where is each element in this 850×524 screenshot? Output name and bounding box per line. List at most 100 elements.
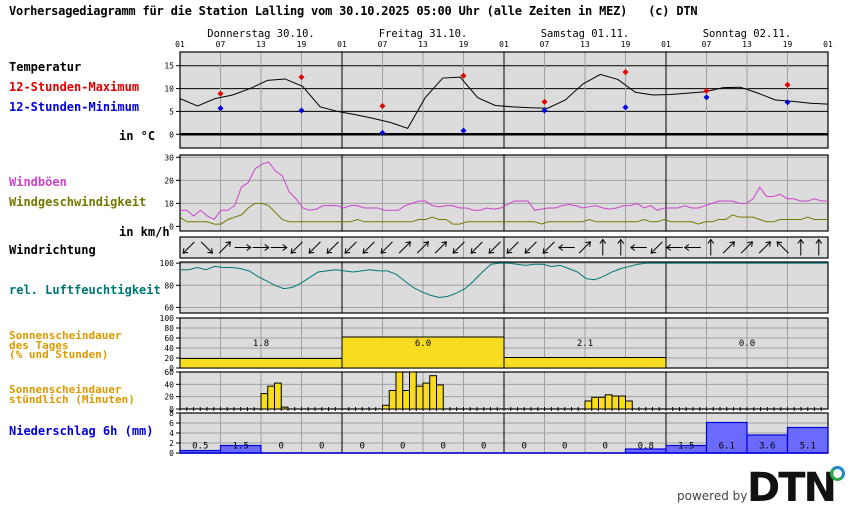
wind-arrow-icon [200, 241, 214, 254]
hour-tick: 13 [580, 40, 590, 49]
sun-daily-bar [503, 357, 667, 369]
dtn-logo: DTN [747, 465, 837, 511]
wind-arrow-icon [252, 244, 270, 251]
y-tick-label: 100 [160, 314, 175, 323]
sun-hourly-bar [591, 396, 599, 410]
label-sun-daily-1: Sonnenscheindauer [9, 329, 122, 342]
precip-value: 3.6 [759, 442, 775, 452]
label-gusts: Windböen [9, 175, 67, 189]
y-tick-label: 20 [164, 393, 174, 402]
y-tick-label: 60 [164, 334, 174, 343]
label-sun-daily-2: des Tages [9, 339, 69, 352]
label-max: 12-Stunden-Maximum [9, 80, 140, 94]
precip-value: 0 [400, 442, 405, 452]
max-marker [379, 102, 386, 109]
y-tick-label: 20 [164, 176, 174, 185]
y-tick-label: 60 [164, 368, 174, 377]
wind-arrow-icon [683, 244, 701, 251]
day-header: Donnerstag 30.10. [207, 28, 314, 40]
wind-arrow-icon [758, 241, 772, 254]
sun-hourly-bar [260, 393, 269, 410]
wind-arrow-icon [290, 241, 303, 254]
powered-by-text: powered by [677, 489, 748, 503]
day-header: Sonntag 02.11. [703, 28, 792, 40]
max-marker [784, 81, 791, 88]
wind-arrow-icon [722, 241, 736, 254]
wind-arrow-icon [617, 238, 625, 256]
y-tick-label: 60 [164, 303, 174, 312]
precip-value: 0 [360, 442, 365, 452]
day-header: Freitag 31.10. [379, 28, 468, 40]
precip-bar [786, 426, 829, 454]
sun-hourly-bar [604, 394, 613, 410]
min-marker [460, 127, 467, 134]
y-tick-label: 0 [169, 364, 174, 373]
wind-arrow-icon [797, 238, 805, 256]
wind-arrow-icon [416, 241, 430, 254]
panel-border [179, 154, 829, 232]
wind-arrow-icon [776, 241, 789, 254]
hour-tick: 07 [702, 40, 712, 49]
y-tick-label: 0 [169, 405, 174, 414]
wind-arrow-icon [506, 241, 519, 254]
dtn-logo-dot-icon [830, 466, 845, 481]
sun-hourly-bar [415, 385, 424, 410]
y-tick-label: 15 [164, 62, 174, 71]
precip-value: 0 [319, 442, 324, 452]
y-tick-label: 0 [169, 222, 174, 231]
precip-value: 0.8 [638, 442, 654, 452]
hour-tick: 07 [540, 40, 550, 49]
page-title: Vorhersagediagramm für die Station Lalli… [9, 4, 698, 18]
hour-tick: 01 [661, 40, 671, 49]
hour-tick: 19 [459, 40, 469, 49]
y-tick-label: 0 [169, 449, 174, 458]
min-marker [541, 107, 548, 114]
wind-arrow-icon [434, 241, 448, 254]
panel-border [179, 261, 829, 314]
precip-value: 1.5 [678, 442, 694, 452]
min-marker [379, 129, 386, 136]
precip-bar [705, 421, 748, 454]
sun-hourly-bar [409, 371, 417, 410]
sun-hourly-bar [267, 385, 275, 410]
wind-arrow-icon [740, 241, 754, 254]
wind-arrow-icon [344, 241, 357, 254]
y-tick-label: 5 [169, 107, 174, 116]
wind-arrow-icon [218, 241, 232, 254]
label-windspeed: Windgeschwindigkeit [9, 195, 147, 209]
label-humidity: rel. Luftfeuchtigkeit [9, 283, 161, 297]
sun-hourly-bar [388, 390, 397, 410]
sun-hourly-bar [625, 400, 633, 410]
y-tick-label: 6 [169, 419, 174, 428]
max-marker [298, 74, 305, 81]
sun-daily-value: 6.0 [415, 339, 431, 349]
precip-value: 6.1 [719, 442, 735, 452]
min-marker [622, 104, 629, 111]
wind-arrow-icon [398, 241, 412, 254]
label-temperature: Temperatur [9, 60, 82, 74]
max-marker [703, 87, 710, 94]
label-min: 12-Stunden-Minimum [9, 100, 140, 114]
hour-tick: 19 [621, 40, 631, 49]
wind-arrow-icon [578, 241, 592, 254]
y-tick-label: 80 [164, 324, 174, 333]
y-tick-label: 0 [169, 130, 174, 139]
hour-tick: 01 [499, 40, 509, 49]
panel-border [179, 236, 829, 259]
sun-hourly-bar [395, 371, 404, 410]
label-sun-hourly-2: stündlich (Minuten) [9, 393, 135, 406]
sun-hourly-bar [280, 406, 289, 410]
precip-value: 0 [562, 442, 567, 452]
precip-value: 0 [441, 442, 446, 452]
wind-arrow-icon [452, 241, 465, 254]
sun-daily-bar [179, 358, 343, 369]
precip-value: 0 [603, 442, 608, 452]
y-tick-label: 20 [164, 354, 174, 363]
hour-tick: 13 [418, 40, 428, 49]
y-tick-label: 30 [164, 153, 174, 162]
hour-tick: 13 [742, 40, 752, 49]
precip-value: 0.5 [192, 442, 208, 452]
y-tick-label: 100 [160, 259, 175, 268]
wind-arrow-icon [470, 241, 483, 254]
